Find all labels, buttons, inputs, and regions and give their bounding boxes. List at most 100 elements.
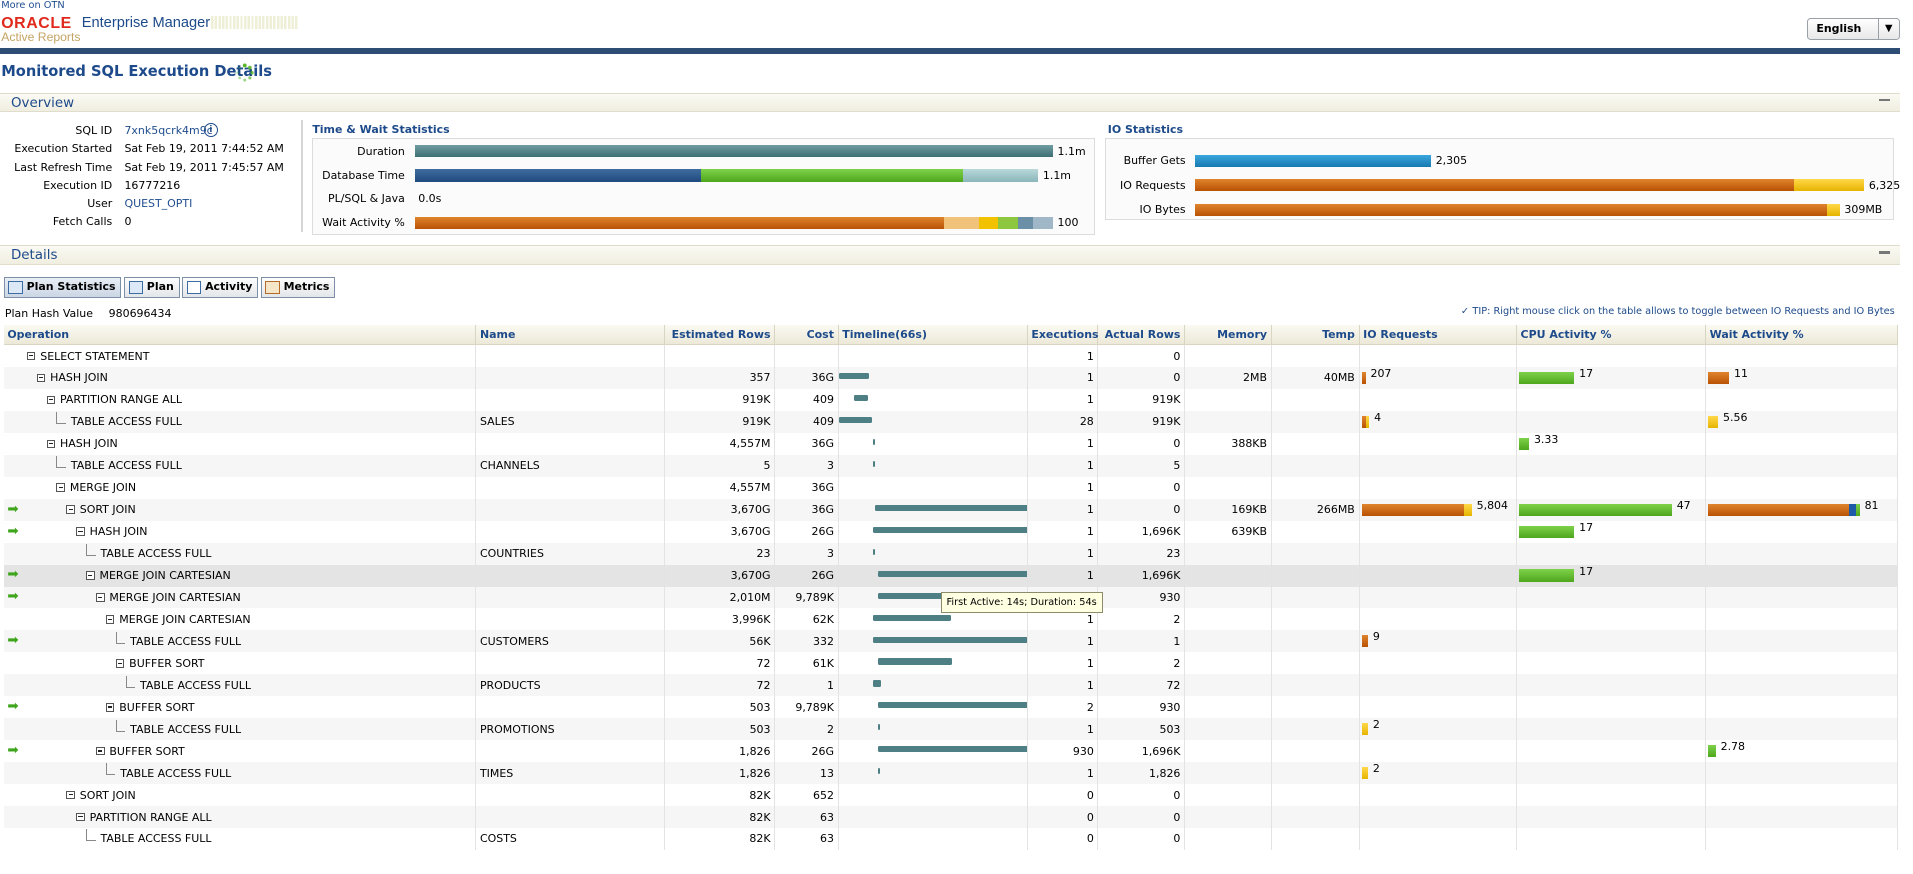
collapse-node-icon[interactable] [96, 746, 105, 756]
timeline-bar[interactable] [872, 438, 876, 446]
timeline-bar[interactable] [877, 592, 949, 599]
chevron-down-icon[interactable]: ▼ [1878, 19, 1899, 39]
collapse-node-icon[interactable] [105, 615, 115, 624]
collapse-icon[interactable] [1878, 98, 1890, 102]
io-requests-bar[interactable] [1195, 179, 1864, 192]
col-cpu-activity[interactable]: CPU Activity % [1516, 324, 1706, 346]
table-row[interactable]: TABLE ACCESS FULL TIMES 1,826 13 1 1,826 2 [3, 762, 1898, 785]
table-row[interactable]: ➡ MERGE JOIN CARTESIAN 3,670G 26G 1 1,696K 17 [3, 564, 1898, 587]
collapse-node-icon[interactable] [66, 505, 75, 514]
io-bytes-bar[interactable] [1195, 203, 1840, 216]
table-row[interactable]: MERGE JOIN CARTESIAN 3,996K 62K 1 2 [3, 608, 1898, 631]
col-name[interactable]: Name [475, 324, 666, 346]
info-icon[interactable]: i [203, 123, 218, 138]
collapse-node-icon[interactable] [56, 483, 65, 492]
table-row[interactable]: ➡ BUFFER SORT 503 9,789K 2 930 [3, 696, 1898, 719]
timeline-bar[interactable] [875, 504, 1027, 511]
table-row[interactable]: TABLE ACCESS FULL COUNTRIES 23 3 1 23 [3, 542, 1898, 565]
overview-section-header[interactable]: Overview [0, 92, 1900, 113]
collapse-node-icon[interactable] [66, 790, 75, 800]
timeline-bar[interactable] [872, 614, 951, 621]
table-row[interactable]: SELECT STATEMENT 1 0 [3, 344, 1898, 367]
col-memory[interactable]: Memory [1184, 324, 1272, 346]
table-row[interactable]: PARTITION RANGE ALL 82K 63 0 0 [3, 806, 1898, 828]
details-section-header[interactable]: Details [0, 245, 1900, 265]
timeline-bar[interactable] [877, 724, 881, 731]
timeline-bar[interactable] [838, 416, 872, 424]
user-link[interactable]: QUEST_OPTI [124, 197, 193, 211]
wait-bar[interactable] [1708, 415, 1719, 428]
collapse-node-icon[interactable] [76, 812, 85, 822]
collapse-node-icon[interactable] [105, 702, 115, 712]
col-estimated-rows[interactable]: Estimated Rows [664, 324, 776, 346]
wait-bar[interactable] [1708, 371, 1730, 385]
collapse-node-icon[interactable] [46, 395, 56, 405]
language-select[interactable]: English ▼ [1806, 18, 1900, 41]
wait-bar[interactable] [1708, 745, 1716, 758]
sql-id-link[interactable]: 7xnk5qcrk4m9c [124, 123, 213, 137]
collapse-icon[interactable] [1878, 251, 1890, 254]
io-bar[interactable] [1361, 635, 1369, 648]
timeline-bar[interactable] [877, 702, 1027, 709]
database-time-bar[interactable] [414, 169, 1038, 182]
cpu-bar[interactable] [1519, 569, 1575, 582]
table-row[interactable]: SORT JOIN 82K 652 0 0 [3, 784, 1898, 807]
table-row[interactable]: ➡ BUFFER SORT 1,826 26G 930 1,696K 2.78 [3, 740, 1898, 763]
table-row[interactable]: HASH JOIN 4,557M 36G 1 0 388KB 3.33 [3, 432, 1898, 455]
col-temp[interactable]: Temp [1271, 324, 1360, 346]
io-bar[interactable] [1361, 767, 1369, 780]
col-wait-activity[interactable]: Wait Activity % [1705, 324, 1898, 346]
wait-activity-bar[interactable] [414, 216, 1053, 230]
timeline-bar[interactable] [877, 768, 881, 775]
collapse-node-icon[interactable] [46, 439, 56, 449]
table-row[interactable]: TABLE ACCESS FULL CHANNELS 5 3 1 5 [3, 454, 1898, 477]
col-timeline[interactable]: Timeline(66s) [838, 324, 1028, 346]
cpu-bar[interactable] [1519, 371, 1575, 385]
col-executions[interactable]: Executions [1027, 324, 1099, 346]
cpu-bar[interactable] [1519, 503, 1672, 516]
tab-activity[interactable]: Activity [182, 276, 259, 298]
collapse-node-icon[interactable] [36, 373, 46, 383]
cpu-bar[interactable] [1519, 525, 1575, 538]
table-row[interactable]: BUFFER SORT 72 61K 1 2 [3, 652, 1898, 675]
tab-plan-statistics[interactable]: Plan Statistics [3, 276, 122, 298]
timeline-bar[interactable] [872, 526, 1027, 533]
table-row[interactable]: ➡ SORT JOIN 3,670G 36G 1 0 169KB 266MB 5,804 47 81 [3, 498, 1898, 521]
tab-plan[interactable]: Plan [123, 276, 180, 298]
table-row[interactable]: TABLE ACCESS FULL PROMOTIONS 503 2 1 503 2 [3, 718, 1898, 741]
collapse-node-icon[interactable] [76, 527, 85, 536]
table-row[interactable]: MERGE JOIN 4,557M 36G 1 0 [3, 476, 1898, 499]
io-bar[interactable] [1361, 371, 1366, 385]
more-on-otn-link[interactable]: More on OTN [1, 0, 65, 11]
collapse-node-icon[interactable] [86, 571, 95, 580]
timeline-bar[interactable] [877, 658, 953, 665]
tab-metrics[interactable]: Metrics [260, 276, 336, 298]
table-row[interactable]: HASH JOIN 357 36G 1 0 2MB 40MB 207 17 11 [3, 366, 1898, 389]
timeline-bar[interactable] [838, 373, 870, 380]
table-row[interactable]: TABLE ACCESS FULL SALES 919K 409 28 919K 4 5.56 [3, 410, 1898, 433]
table-row[interactable]: TABLE ACCESS FULL PRODUCTS 72 1 1 72 [3, 674, 1898, 697]
timeline-bar[interactable] [877, 570, 1027, 577]
col-operation[interactable]: Operation [3, 324, 477, 346]
collapse-node-icon[interactable] [96, 593, 105, 602]
col-cost[interactable]: Cost [774, 324, 839, 346]
timeline-bar[interactable] [872, 460, 876, 467]
buffer-gets-bar[interactable] [1195, 154, 1431, 167]
collapse-node-icon[interactable] [26, 351, 36, 361]
io-bar[interactable] [1361, 415, 1370, 428]
cpu-bar[interactable] [1519, 437, 1530, 450]
timeline-bar[interactable] [877, 746, 1027, 753]
io-bar[interactable] [1361, 503, 1472, 516]
table-row[interactable]: ➡ HASH JOIN 3,670G 26G 1 1,696K 639KB 17 [3, 520, 1898, 543]
collapse-node-icon[interactable] [115, 659, 125, 668]
timeline-bar[interactable] [854, 395, 868, 402]
col-io-requests[interactable]: IO Requests [1359, 324, 1517, 346]
col-actual-rows[interactable]: Actual Rows [1097, 324, 1186, 346]
table-row[interactable]: PARTITION RANGE ALL 919K 409 1 919K [3, 388, 1898, 411]
timeline-bar[interactable] [872, 548, 876, 555]
duration-bar[interactable] [414, 144, 1053, 158]
table-row[interactable]: ➡ TABLE ACCESS FULL CUSTOMERS 56K 332 1 1 9 [3, 630, 1898, 653]
timeline-bar[interactable] [872, 680, 882, 687]
wait-bar[interactable] [1708, 503, 1860, 516]
timeline-bar[interactable] [872, 636, 1027, 643]
